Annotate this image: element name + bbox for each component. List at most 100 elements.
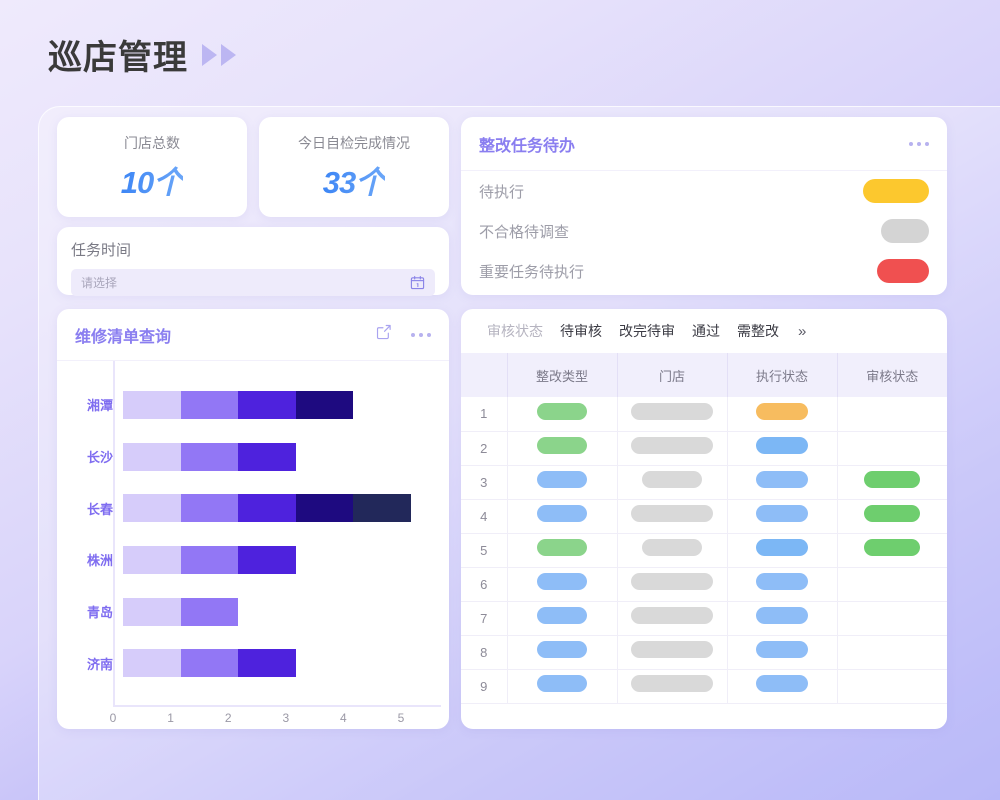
chart-bar-segment [180, 442, 239, 471]
table-cell-badge [756, 641, 808, 658]
table-row[interactable]: 2 [461, 431, 947, 466]
stat-card-self-check-today: 今日自检完成情况 33个 [259, 117, 449, 217]
chart-bar-segment [123, 494, 181, 523]
table-cell-index: 7 [461, 601, 508, 636]
table-row[interactable]: 4 [461, 499, 947, 534]
todo-row[interactable]: 待执行 [461, 171, 947, 211]
repair-list-chart-card: 维修清单查询 湘潭 长沙 长春 株洲 青岛 济南 0 1 2 3 4 5 [57, 309, 449, 729]
table-cell [617, 533, 728, 568]
chart-bar-stack[interactable] [123, 494, 429, 523]
table-cell-badge [537, 573, 587, 590]
task-time-placeholder: 请选择 [81, 276, 118, 290]
table-cell [617, 601, 728, 636]
rectification-todo-card: 整改任务待办 待执行 不合格待调查 重要任务待执行 [461, 117, 947, 295]
table-cell [837, 499, 947, 534]
task-time-input[interactable]: 请选择 [71, 269, 435, 296]
chart-bar-segment [238, 390, 296, 419]
todo-row[interactable]: 重要任务待执行 [461, 251, 947, 291]
chart-bar-stack[interactable] [123, 442, 429, 471]
todo-row-badge [881, 219, 929, 243]
table-row[interactable]: 1 [461, 397, 947, 432]
table-cell-index: 1 [461, 397, 508, 432]
table-header-audit-status: 审核状态 [837, 353, 947, 397]
table-cell [617, 635, 728, 670]
table-cell [727, 499, 838, 534]
triangle-right-icon-1 [202, 43, 217, 66]
table-cell [617, 669, 728, 704]
todo-row[interactable]: 不合格待调查 [461, 211, 947, 251]
filter-option-fixed-pending[interactable]: 改完待审 [619, 323, 675, 339]
chart-bar-segment [295, 494, 354, 523]
table-cell-badge [537, 402, 587, 420]
chart-bar-segment [238, 649, 296, 678]
table-cell-badge [631, 437, 713, 454]
todo-row-label: 重要任务待执行 [479, 263, 585, 281]
chart-bar-segment [238, 545, 296, 574]
stat-value: 33个 [323, 157, 386, 202]
table-cell [507, 567, 618, 602]
share-export-icon[interactable] [375, 323, 393, 346]
table-cell [837, 465, 947, 500]
table-cell-index: 9 [461, 669, 508, 704]
table-cell-badge [537, 437, 587, 454]
table-cell [837, 567, 947, 602]
table-row[interactable]: 3 [461, 465, 947, 500]
chart-bar-segment [123, 649, 181, 678]
table-cell-badge [631, 573, 713, 590]
chart-bar-segment [353, 494, 411, 523]
chart-bar-label: 株洲 [86, 553, 113, 569]
chart-bar-segment [123, 597, 181, 626]
table-cell-badge [756, 573, 808, 590]
chart-y-axis [113, 361, 115, 707]
more-dots-icon[interactable] [411, 332, 431, 337]
table-cell-badge [864, 471, 921, 488]
filter-label: 审核状态 [487, 323, 543, 339]
table-cell [507, 601, 618, 636]
table-header-store: 门店 [617, 353, 728, 397]
chart-bar-stack[interactable] [123, 597, 429, 626]
more-dots-icon[interactable] [909, 141, 929, 146]
chart-bar-stack[interactable] [123, 649, 429, 678]
chart-bar-stack[interactable] [123, 390, 429, 419]
audit-status-filter-bar: 审核状态 待审核 改完待审 通过 需整改 » [461, 309, 947, 353]
chart-bar-stack[interactable] [123, 545, 429, 574]
table-row[interactable]: 9 [461, 669, 947, 704]
table-row[interactable]: 6 [461, 567, 947, 602]
chart-bar-track [123, 649, 429, 678]
chart-bar-row: 青岛 [77, 597, 429, 627]
table-cell-badge [537, 539, 587, 556]
table-cell [507, 499, 618, 534]
todo-row-badge [863, 179, 929, 203]
table-cell-index: 6 [461, 567, 508, 602]
rectification-table-card: 审核状态 待审核 改完待审 通过 需整改 » 整改类型 门店 执行状态 审核状态… [461, 309, 947, 729]
table-header-execution-status: 执行状态 [727, 353, 838, 397]
chart-bar-segment [180, 545, 239, 574]
filter-option-passed[interactable]: 通过 [692, 323, 720, 339]
chart-plot-area: 湘潭 长沙 长春 株洲 青岛 济南 0 1 2 3 4 5 [57, 361, 449, 729]
filter-expand-icon[interactable]: » [798, 322, 807, 340]
table-cell-index: 5 [461, 533, 508, 568]
chart-bar-label: 济南 [86, 656, 113, 672]
table-cell [727, 465, 838, 500]
chart-bar-segment [238, 442, 296, 471]
chart-bar-row: 湘潭 [77, 390, 429, 420]
table-cell [617, 567, 728, 602]
table-cell-badge [864, 539, 921, 556]
calendar-icon[interactable] [410, 275, 425, 290]
chart-bar-segment [180, 597, 239, 626]
table-cell [837, 635, 947, 670]
chart-card-header: 维修清单查询 [57, 309, 449, 361]
table-row[interactable]: 8 [461, 635, 947, 670]
table-row[interactable]: 5 [461, 533, 947, 568]
filter-option-pending-review[interactable]: 待审核 [560, 323, 602, 339]
table-header-rectification-type: 整改类型 [507, 353, 618, 397]
table-cell [617, 499, 728, 534]
table-row[interactable]: 7 [461, 601, 947, 636]
table-cell [837, 601, 947, 636]
table-cell-badge [631, 675, 713, 692]
filter-option-needs-fix[interactable]: 需整改 [737, 323, 779, 339]
chart-bar-label: 青岛 [86, 605, 113, 620]
table-cell-index: 2 [461, 431, 508, 466]
chart-bar-row: 长沙 [77, 442, 429, 472]
table-cell [727, 601, 838, 636]
